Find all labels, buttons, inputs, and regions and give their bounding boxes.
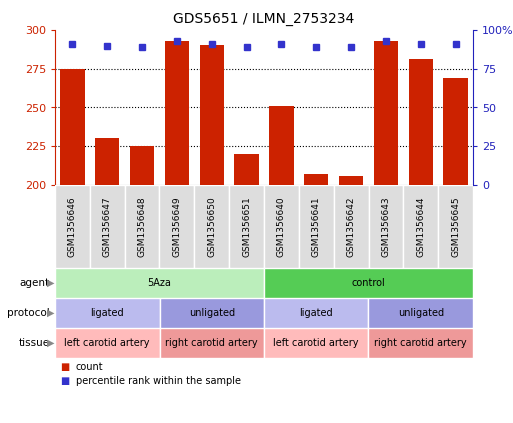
Bar (408, 60, 433, 185)
FancyBboxPatch shape (438, 185, 473, 268)
FancyBboxPatch shape (90, 185, 125, 268)
Text: right carotid artery: right carotid artery (165, 338, 258, 348)
Text: GSM1356648: GSM1356648 (137, 196, 147, 257)
FancyBboxPatch shape (264, 298, 368, 328)
Bar (443, 78, 468, 185)
Bar (374, 41, 398, 185)
Text: unligated: unligated (189, 308, 235, 318)
FancyBboxPatch shape (368, 328, 473, 358)
Text: left carotid artery: left carotid artery (273, 338, 359, 348)
Text: right carotid artery: right carotid artery (374, 338, 467, 348)
Text: GSM1356644: GSM1356644 (416, 196, 425, 257)
FancyBboxPatch shape (264, 185, 299, 268)
Bar (200, 46, 224, 185)
Bar (130, 146, 154, 185)
FancyBboxPatch shape (194, 185, 229, 268)
Text: GSM1356650: GSM1356650 (207, 196, 216, 257)
FancyBboxPatch shape (55, 185, 90, 268)
Text: agent: agent (19, 278, 50, 288)
Text: ▶: ▶ (47, 278, 54, 288)
Text: protocol: protocol (7, 308, 50, 318)
FancyBboxPatch shape (299, 185, 333, 268)
FancyBboxPatch shape (403, 185, 438, 268)
Text: GSM1356641: GSM1356641 (312, 196, 321, 257)
Text: ■: ■ (60, 376, 69, 386)
Bar (339, 176, 363, 185)
Text: GSM1356649: GSM1356649 (172, 196, 182, 257)
Bar (234, 154, 259, 185)
Text: control: control (351, 278, 385, 288)
Text: unligated: unligated (398, 308, 444, 318)
Bar (60, 69, 85, 185)
FancyBboxPatch shape (125, 185, 160, 268)
Text: GSM1356642: GSM1356642 (347, 196, 356, 257)
Text: 5Aza: 5Aza (148, 278, 171, 288)
FancyBboxPatch shape (55, 298, 160, 328)
Bar (304, 174, 328, 185)
FancyBboxPatch shape (55, 268, 264, 298)
Text: GSM1356645: GSM1356645 (451, 196, 460, 257)
Text: left carotid artery: left carotid artery (65, 338, 150, 348)
Bar (95, 138, 120, 185)
Title: GDS5651 / ILMN_2753234: GDS5651 / ILMN_2753234 (173, 12, 354, 26)
FancyBboxPatch shape (264, 328, 368, 358)
Text: ligated: ligated (90, 308, 124, 318)
Text: GSM1356647: GSM1356647 (103, 196, 112, 257)
FancyBboxPatch shape (160, 185, 194, 268)
FancyBboxPatch shape (368, 185, 403, 268)
FancyBboxPatch shape (264, 268, 473, 298)
Text: GSM1356643: GSM1356643 (382, 196, 390, 257)
FancyBboxPatch shape (160, 298, 264, 328)
Text: ligated: ligated (300, 308, 333, 318)
Text: tissue: tissue (19, 338, 50, 348)
Text: ▶: ▶ (47, 338, 54, 348)
FancyBboxPatch shape (229, 185, 264, 268)
FancyBboxPatch shape (160, 328, 264, 358)
FancyBboxPatch shape (368, 298, 473, 328)
Text: ▶: ▶ (47, 308, 54, 318)
Text: GSM1356640: GSM1356640 (277, 196, 286, 257)
Text: ■: ■ (60, 362, 69, 372)
FancyBboxPatch shape (55, 328, 160, 358)
FancyBboxPatch shape (333, 185, 368, 268)
Bar (269, 106, 293, 185)
Text: GSM1356651: GSM1356651 (242, 196, 251, 257)
Text: GSM1356646: GSM1356646 (68, 196, 77, 257)
Text: percentile rank within the sample: percentile rank within the sample (75, 376, 241, 386)
Bar (165, 41, 189, 185)
Text: count: count (75, 362, 103, 372)
